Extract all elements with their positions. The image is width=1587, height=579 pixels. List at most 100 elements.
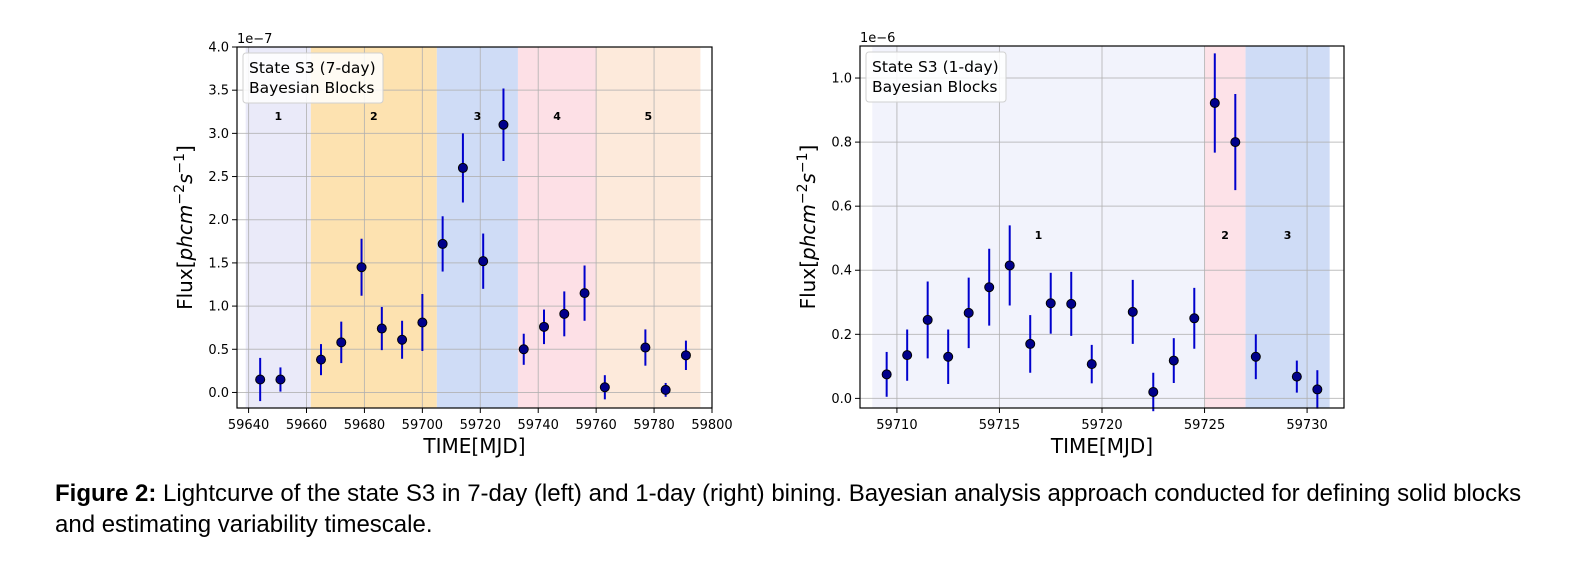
data-point-18 — [1250, 351, 1261, 362]
x-tick-label: 59780 — [633, 418, 674, 433]
data-point-4 — [943, 351, 954, 362]
y-tick-label: 0.8 — [831, 136, 852, 151]
y-tick-label: 0.0 — [208, 386, 229, 401]
data-point-5 — [356, 262, 367, 273]
data-point-17 — [599, 382, 610, 393]
data-point-2 — [902, 350, 913, 361]
figure-caption: Figure 2: Lightcurve of the state S3 in … — [55, 478, 1535, 540]
data-point-1 — [255, 374, 266, 385]
bayesian-block-3 — [436, 47, 518, 408]
y-tick-label: 0.0 — [831, 392, 852, 407]
y-axis-label-part: Flux[ — [173, 261, 197, 310]
y-tick-label: 4.0 — [208, 41, 229, 56]
data-point-18 — [640, 342, 651, 353]
data-point-10 — [1066, 298, 1077, 309]
block-label-5: 5 — [644, 110, 652, 123]
y-axis-label-part: −1 — [172, 153, 188, 174]
y-axis-label-part: −2 — [172, 184, 188, 205]
data-point-9 — [1045, 298, 1056, 309]
caption-label: Figure 2: — [55, 480, 157, 507]
legend-text: Bayesian Blocks — [872, 78, 997, 96]
data-point-14 — [539, 321, 550, 332]
x-axis-label: TIME[MJD] — [422, 434, 525, 458]
x-tick-label: 59715 — [979, 418, 1020, 433]
legend-text: State S3 (1-day) — [872, 58, 999, 76]
data-point-5 — [963, 307, 974, 318]
data-point-14 — [1168, 355, 1179, 366]
y-tick-label: 0.6 — [831, 200, 852, 215]
x-tick-label: 59720 — [1081, 418, 1122, 433]
y-axis-label-part: ] — [796, 145, 820, 153]
data-point-11 — [478, 256, 489, 267]
data-point-9 — [437, 238, 448, 249]
data-point-12 — [1127, 306, 1138, 317]
y-tick-label: 2.0 — [208, 213, 229, 228]
data-point-13 — [518, 344, 529, 355]
x-tick-label: 59680 — [344, 418, 385, 433]
data-point-7 — [397, 334, 408, 345]
data-point-11 — [1086, 359, 1097, 370]
x-tick-label: 59640 — [228, 418, 269, 433]
bayesian-block-4 — [517, 47, 597, 408]
data-point-1 — [881, 369, 892, 380]
bayesian-block-3 — [1245, 46, 1330, 408]
x-tick-label: 59725 — [1184, 418, 1225, 433]
legend-box — [865, 51, 1007, 103]
x-tick-label: 59710 — [876, 418, 917, 433]
data-point-8 — [417, 317, 428, 328]
y-axis-label: Flux[phcm−2s−1] — [172, 145, 197, 310]
x-tick-label: 59660 — [286, 418, 327, 433]
x-tick-label: 59760 — [575, 418, 616, 433]
y-axis-label-part: −2 — [795, 184, 811, 205]
data-point-2 — [275, 374, 286, 385]
block-label-3: 3 — [1284, 229, 1292, 242]
chart-1: 1 2 3 4 5 59640 59660 59680 59700 59720 59740 59760… — [172, 32, 733, 458]
y-tick-label: 0.2 — [831, 328, 852, 343]
data-point-8 — [1025, 338, 1036, 349]
y-tick-label: 3.0 — [208, 127, 229, 142]
bayesian-block-2 — [310, 47, 437, 408]
y-axis-label-part: s — [796, 173, 820, 183]
axes-frame — [236, 46, 713, 409]
data-point-20 — [1312, 384, 1323, 395]
legend-box — [242, 52, 384, 104]
x-tick-label: 59730 — [1286, 418, 1327, 433]
data-point-12 — [498, 119, 509, 130]
y-tick-label: 2.5 — [208, 170, 229, 185]
y-offset-label: 1e−7 — [237, 32, 272, 47]
y-tick-label: 1.0 — [208, 300, 229, 315]
chart-2: 1 2 3 59710 59715 59720 59725 59730 0.0 0.2 0.4 0.6… — [795, 31, 1345, 458]
y-axis-label-part: ] — [173, 145, 197, 153]
x-tick-label: 59800 — [691, 418, 732, 433]
y-axis-label-part: phcm — [796, 204, 820, 261]
data-point-10 — [457, 162, 468, 173]
block-label-4: 4 — [553, 110, 561, 123]
x-axis-label: TIME[MJD] — [1050, 434, 1153, 458]
block-label-1: 1 — [274, 110, 282, 123]
data-point-6 — [376, 323, 387, 334]
y-tick-label: 1.0 — [831, 72, 852, 87]
legend-text: State S3 (7-day) — [249, 59, 376, 77]
block-label-2: 2 — [1221, 229, 1229, 242]
x-tick-label: 59740 — [518, 418, 559, 433]
data-point-4 — [336, 337, 347, 348]
y-axis-label-part: Flux[ — [796, 260, 820, 309]
y-tick-label: 1.5 — [208, 256, 229, 271]
data-point-20 — [680, 350, 691, 361]
y-axis-label-part: s — [173, 174, 197, 184]
y-axis-label: Flux[phcm−2s−1] — [795, 145, 820, 310]
data-point-17 — [1230, 137, 1241, 148]
data-point-16 — [1209, 98, 1220, 109]
y-axis-label-part: phcm — [173, 205, 197, 262]
y-tick-label: 0.5 — [208, 343, 229, 358]
data-point-6 — [984, 282, 995, 293]
caption-text: Lightcurve of the state S3 in 7-day (lef… — [55, 480, 1522, 538]
data-point-13 — [1148, 386, 1159, 397]
block-label-1: 1 — [1035, 229, 1043, 242]
bayesian-block-1 — [245, 47, 311, 408]
figure-lightcurves: 1 2 3 4 5 59640 59660 59680 59700 59720 59740 59760… — [172, 31, 1345, 458]
data-point-19 — [1291, 371, 1302, 382]
y-tick-label: 0.4 — [831, 264, 852, 279]
x-tick-label: 59720 — [460, 418, 501, 433]
data-point-3 — [315, 354, 326, 365]
